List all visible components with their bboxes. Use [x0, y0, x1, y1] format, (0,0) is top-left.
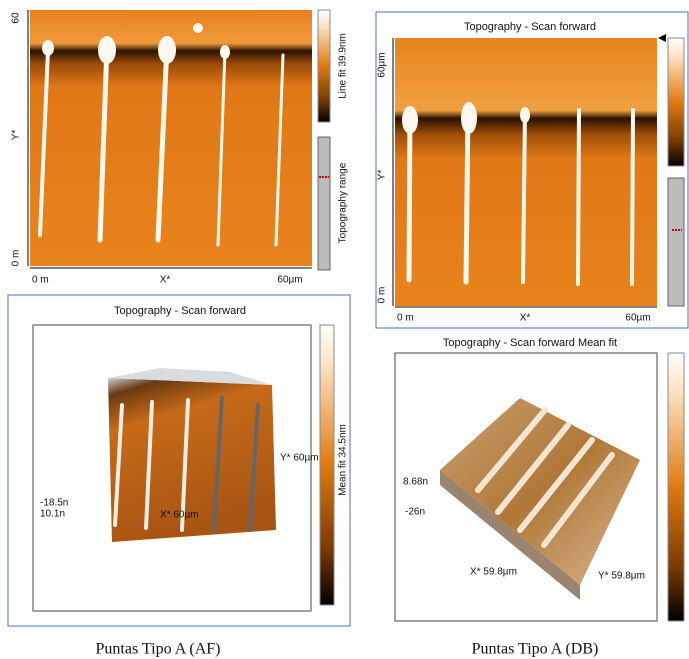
- panel-title: Topography - Scan forward Mean fit: [443, 337, 617, 349]
- panel-border: [7, 294, 351, 627]
- tip-lines: [38, 42, 285, 247]
- panel-a: 60 Y* 0 m 0 m X* 60µm Line fit 39.9nm To…: [11, 9, 349, 286]
- axis-label: -18.5n: [40, 498, 68, 509]
- axis-label: X* 60µm: [160, 510, 199, 521]
- colorbar-label: Mean fit 34.5nm: [338, 424, 349, 496]
- panel-c: Topography - Scan forward Y* 60µm -18.5n…: [7, 294, 351, 627]
- axis-label: X* 59.8µm: [470, 567, 517, 578]
- panel-title: Topography - Scan forward: [464, 21, 596, 33]
- panel-border: [375, 11, 689, 329]
- x-label: X*: [520, 313, 531, 324]
- y-label: 60: [11, 12, 22, 24]
- panel-b: Topography - Scan forward 60µm Y* 0 m 0 …: [375, 11, 689, 329]
- axis-label: Y* 60µm: [280, 453, 319, 464]
- caption: Puntas Tipo A (AF): [96, 641, 221, 658]
- x-label: 0 m: [32, 275, 49, 286]
- colorbar: [317, 9, 331, 123]
- axis-label: 8.68n: [403, 477, 428, 488]
- caption: Puntas Tipo A (DB): [472, 641, 599, 658]
- panel-d: Topography - Scan forward Mean fit 8.68n…: [394, 337, 685, 622]
- colorbar: [319, 324, 335, 606]
- colorbar-label: Line fit 39.9nm: [338, 33, 349, 99]
- range-label: Topography range: [338, 162, 349, 243]
- colorbar: [667, 37, 685, 167]
- y-label: 0 m: [11, 250, 22, 267]
- y-label: Y*: [377, 170, 388, 181]
- y-label: 0 m: [377, 287, 388, 304]
- panel-title: Topography - Scan forward: [114, 305, 246, 317]
- x-label: 60µm: [625, 313, 650, 324]
- y-label: 60µm: [377, 52, 388, 77]
- x-label: 60µm: [277, 275, 302, 286]
- axis-label: Y* 59.8µm: [598, 571, 645, 582]
- axis-label: -26n: [405, 507, 425, 518]
- x-label: X*: [160, 275, 171, 286]
- axis-label: 10.1n: [40, 509, 65, 520]
- colorbar: [667, 352, 685, 622]
- range-bar: [667, 177, 685, 307]
- y-label: Y*: [11, 130, 22, 141]
- x-label: 0 m: [397, 313, 414, 324]
- range-bar: [317, 136, 331, 271]
